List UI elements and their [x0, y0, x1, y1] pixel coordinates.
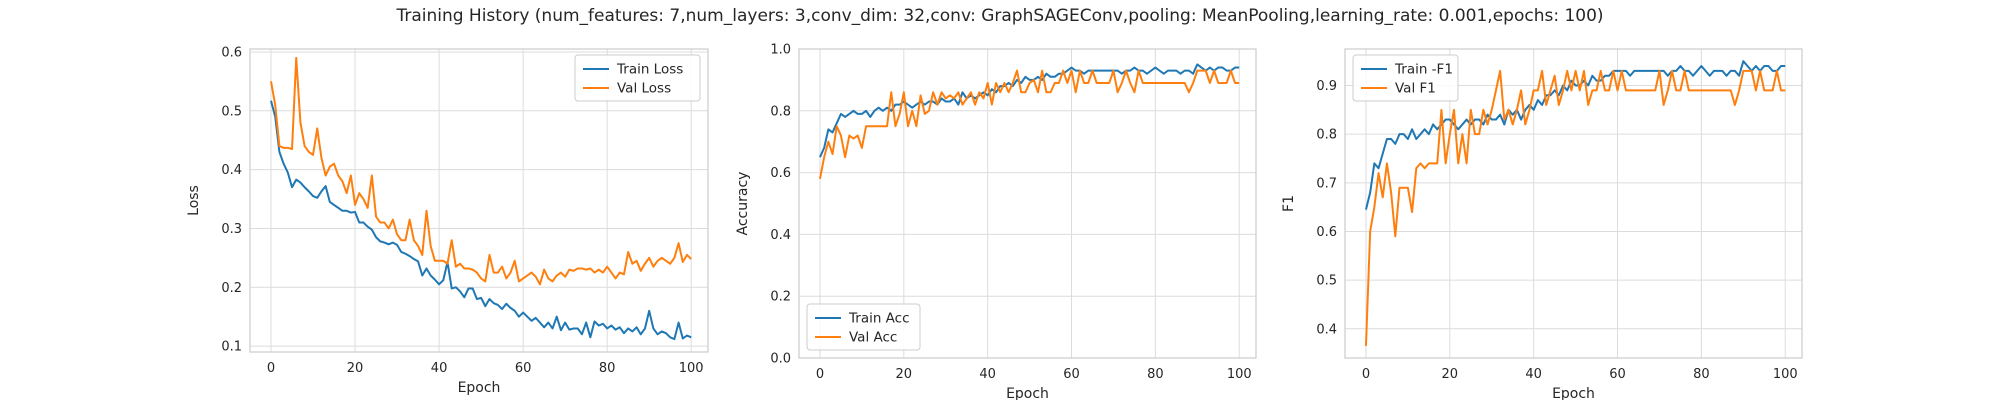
x-tick-label: 20: [347, 361, 364, 376]
x-tick-label: 60: [1609, 367, 1626, 382]
y-tick-label: 0.2: [221, 281, 242, 296]
y-tick-label: 0.3: [221, 222, 242, 237]
legend-label: Train Acc: [848, 311, 910, 327]
legend-label: Val Acc: [849, 330, 897, 346]
x-axis-label: Epoch: [458, 380, 501, 396]
subplot-accuracy: 0 20 40 60 80 100 0.0 0.2 0.4 0.6 0.8 1.0 Epoch Accur…: [735, 43, 1257, 400]
subplot-loss: 0 20 40 60 80 100 0.1 0.2 0.3 0.4 0.5 0.6 Epoch Loss T…: [186, 45, 709, 396]
x-axis-label: Epoch: [1552, 386, 1595, 400]
x-tick-label: 100: [1227, 367, 1252, 382]
y-tick-label: 1.0: [770, 43, 791, 58]
x-axis-label: Epoch: [1006, 386, 1049, 400]
x-tick-label: 20: [1442, 367, 1459, 382]
y-axis-label: F1: [1281, 195, 1297, 212]
y-tick-label: 0.1: [221, 340, 242, 355]
axes-frame: [798, 48, 1257, 359]
y-tick-label: 0.4: [1316, 322, 1337, 337]
x-tick-label: 40: [431, 361, 448, 376]
legend-label: Train -F1: [1394, 62, 1453, 78]
x-tick-label: 80: [1147, 367, 1164, 382]
legend: Train -F1 Val F1: [1352, 54, 1459, 102]
x-tick-label: 0: [816, 367, 824, 382]
axes-frame: [249, 48, 709, 353]
y-tick-label: 0.6: [221, 45, 242, 60]
x-tick-label: 20: [896, 367, 913, 382]
y-tick-label: 0.9: [1316, 79, 1337, 94]
x-tick-label: 80: [1693, 367, 1710, 382]
legend: Train Loss Val Loss: [574, 54, 701, 102]
y-tick-label: 0.7: [1316, 176, 1337, 191]
y-axis-label: Accuracy: [735, 172, 751, 236]
legend-label: Train Loss: [616, 62, 683, 78]
x-tick-label: 40: [979, 367, 996, 382]
x-tick-label: 0: [1362, 367, 1370, 382]
y-tick-label: 0.0: [770, 352, 791, 367]
y-tick-label: 0.4: [770, 228, 791, 243]
figure-title: Training History (num_features: 7,num_la…: [396, 6, 1604, 26]
series-line-train: [1364, 60, 1786, 210]
y-tick-label: 0.6: [1316, 225, 1337, 240]
x-tick-label: 60: [1063, 367, 1080, 382]
y-tick-label: 0.2: [770, 290, 791, 305]
legend-box: [574, 54, 701, 102]
y-tick-label: 0.8: [1316, 128, 1337, 143]
axes-frame: [1344, 48, 1803, 359]
legend-label: Val Loss: [617, 81, 671, 97]
series-line-val: [270, 56, 692, 286]
x-tick-label: 80: [599, 361, 616, 376]
x-tick-label: 100: [679, 361, 704, 376]
x-tick-label: 100: [1773, 367, 1798, 382]
legend: Train Acc Val Acc: [806, 303, 921, 351]
series-line-val: [1364, 69, 1786, 346]
y-tick-label: 0.5: [221, 104, 242, 119]
legend-box: [1352, 54, 1459, 102]
y-tick-label: 0.8: [770, 104, 791, 119]
subplot-f1: 0 20 40 60 80 100 0.4 0.5 0.6 0.7 0.8 0.9 Epoch F1 Tra…: [1281, 48, 1803, 400]
x-tick-label: 0: [267, 361, 275, 376]
series-line-train: [270, 100, 692, 341]
y-tick-label: 0.5: [1316, 274, 1337, 289]
x-tick-label: 60: [515, 361, 532, 376]
y-axis-label: Loss: [186, 185, 202, 216]
series-line-val: [818, 69, 1240, 179]
legend-box: [806, 303, 921, 351]
y-tick-label: 0.6: [770, 166, 791, 181]
y-tick-label: 0.4: [221, 163, 242, 178]
x-tick-label: 40: [1525, 367, 1542, 382]
legend-label: Val F1: [1395, 81, 1436, 97]
